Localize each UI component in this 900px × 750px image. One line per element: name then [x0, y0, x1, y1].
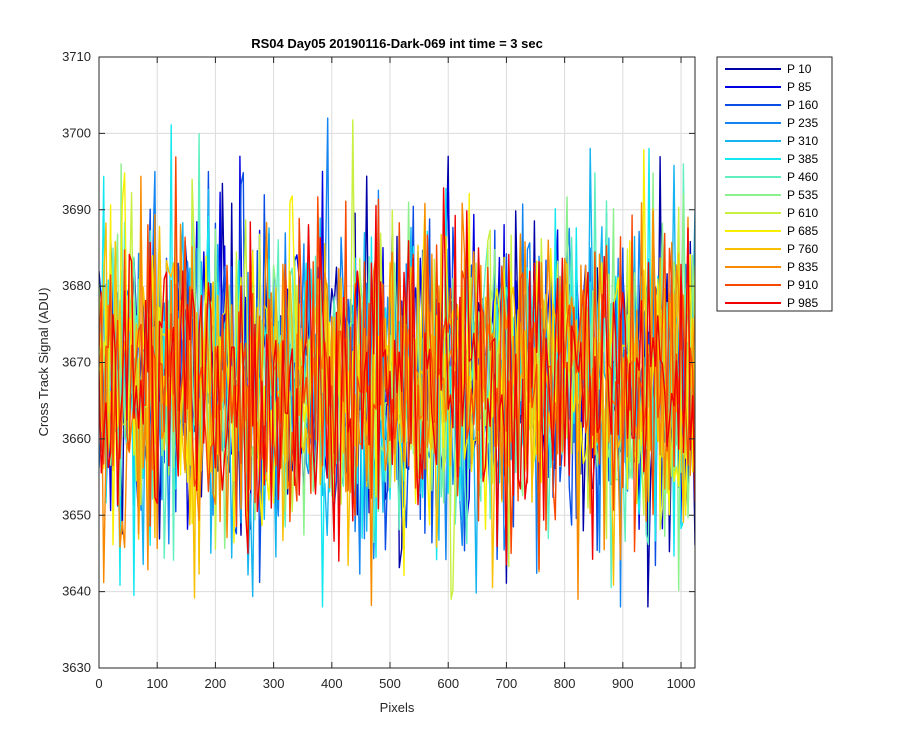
- legend-label: P 385: [787, 152, 818, 166]
- x-tick-label: 400: [321, 676, 343, 691]
- y-tick-label: 3690: [62, 202, 91, 217]
- series-line-p460: [99, 133, 695, 589]
- y-tick-label: 3660: [62, 431, 91, 446]
- legend-label: P 610: [787, 206, 818, 220]
- legend-label: P 85: [787, 80, 812, 94]
- legend: P 10 P 85 P 160 P 235 P 310 P 385 P 460 P 535 P …: [716, 56, 833, 312]
- axis-ticks: 0 100 200 300 400 500 600 700 800 900 1000 3630 3640…: [62, 49, 695, 691]
- y-tick-label: 3630: [62, 660, 91, 675]
- y-tick-label: 3710: [62, 49, 91, 64]
- y-axis-label: Cross Track Signal (ADU): [36, 288, 51, 437]
- x-tick-label: 0: [95, 676, 102, 691]
- chart-title: RS04 Day05 20190116-Dark-069 int time = …: [251, 36, 543, 51]
- legend-label: P 310: [787, 134, 818, 148]
- legend-label: P 10: [787, 62, 812, 76]
- series-line-p985: [99, 187, 695, 566]
- legend-label: P 985: [787, 296, 818, 310]
- legend-label: P 835: [787, 260, 818, 274]
- y-tick-label: 3680: [62, 278, 91, 293]
- x-tick-label: 300: [263, 676, 285, 691]
- y-tick-label: 3670: [62, 355, 91, 370]
- x-tick-label: 800: [554, 676, 576, 691]
- x-tick-label: 1000: [667, 676, 696, 691]
- legend-label: P 910: [787, 278, 818, 292]
- legend-label: P 235: [787, 116, 818, 130]
- x-axis-label: Pixels: [380, 700, 415, 715]
- x-tick-label: 500: [379, 676, 401, 691]
- y-tick-label: 3700: [62, 125, 91, 140]
- x-tick-label: 600: [437, 676, 459, 691]
- legend-label: P 535: [787, 188, 818, 202]
- x-tick-label: 200: [205, 676, 227, 691]
- legend-label: P 460: [787, 170, 818, 184]
- x-tick-label: 100: [146, 676, 168, 691]
- x-tick-label: 900: [612, 676, 634, 691]
- y-tick-label: 3650: [62, 507, 91, 522]
- legend-box: [716, 56, 833, 312]
- y-tick-label: 3640: [62, 584, 91, 599]
- series-lines: [99, 117, 695, 608]
- series-line-p835: [99, 175, 695, 607]
- legend-label: P 685: [787, 224, 818, 238]
- legend-label: P 760: [787, 242, 818, 256]
- legend-label: P 160: [787, 98, 818, 112]
- x-tick-label: 700: [496, 676, 518, 691]
